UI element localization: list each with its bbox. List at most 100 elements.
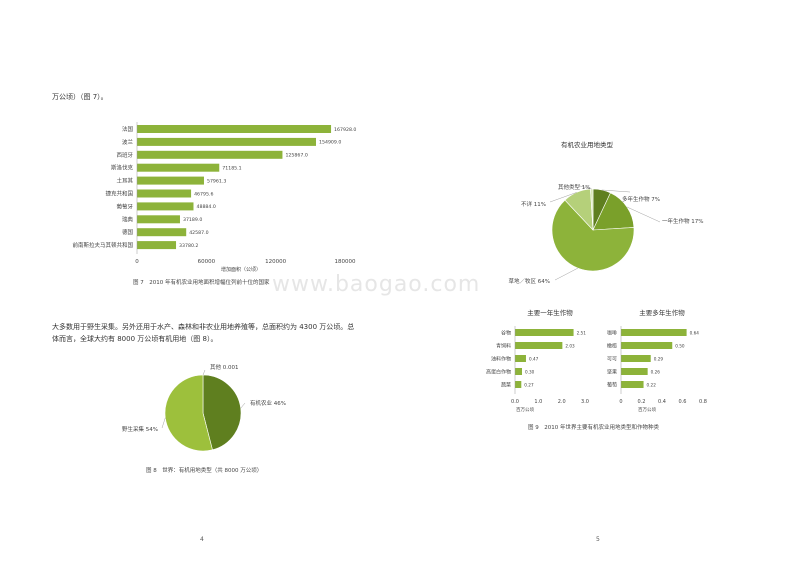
right-page-number: 5 [596, 536, 600, 543]
paragraph-line-1: 大多数用于野生采集。另外还用于水产、森林和非农业用地养殖等，总面积约为 4300… [52, 323, 355, 331]
chart-title: 有机农业用地类型 [561, 140, 614, 149]
x-tick-label: 0.4 [658, 399, 666, 405]
bar-value-label: 0.29 [654, 356, 664, 361]
bar [137, 176, 204, 185]
bar [621, 329, 687, 336]
bar [137, 202, 194, 211]
category-label: 斯洛伐克 [111, 164, 134, 172]
category-label: 土耳其 [116, 177, 133, 185]
category-label: 前南斯拉夫马其顿共和国 [72, 241, 133, 249]
bar [515, 368, 522, 375]
bar [515, 381, 522, 388]
pie-label: 其他类型 1% [558, 183, 590, 191]
x-tick-label: 0 [135, 259, 139, 265]
pie-label: 不详 11% [521, 200, 546, 208]
bar [515, 355, 526, 362]
bar [515, 342, 563, 349]
bar-value-label: 48884.0 [196, 204, 215, 210]
bar [515, 329, 574, 336]
category-label: 德国 [122, 228, 134, 236]
pie-label: 野生采集 54% [122, 425, 158, 433]
fig7-caption: 图 7 2010 年有机农业用地面积增幅位列前十位的国家 [133, 280, 270, 286]
category-label: 捷克共和国 [105, 190, 133, 198]
category-label: 蔬菜 [501, 382, 511, 389]
bar [137, 137, 317, 146]
bar-value-label: 0.30 [525, 369, 535, 374]
bar [621, 342, 673, 349]
bar [137, 125, 332, 133]
paragraph-line-2: 体而言，全球大约有 8000 万公顷有机用地（图 8）。 [52, 335, 218, 343]
bar-value-label: 0.27 [524, 382, 534, 387]
pie-slice [592, 192, 635, 231]
pie-label: 有机农业 46% [250, 399, 286, 407]
bar-value-label: 0.22 [647, 382, 657, 387]
bar-value-label: 154909.0 [319, 140, 341, 146]
bar-value-label: 125867.0 [285, 153, 307, 159]
bar [137, 228, 187, 237]
pie-slice [590, 188, 594, 231]
pie-slice [164, 374, 213, 452]
category-label: 高蛋白作物 [486, 369, 511, 376]
pie-label: 其他 0.001 [210, 363, 239, 371]
category-label: 青饲料 [496, 343, 511, 350]
pie-leader-line [161, 417, 166, 429]
pie-leader-line [549, 192, 577, 203]
category-label: 油料作物 [491, 356, 511, 363]
category-label: 法国 [122, 125, 134, 133]
category-label: 波兰 [122, 138, 134, 146]
bar-value-label: 0.50 [675, 343, 685, 348]
bar-value-label: 2.51 [577, 330, 587, 335]
x-tick-label: 120000 [265, 259, 286, 265]
intro-text: 万公顷）（图 7）。 [52, 93, 108, 101]
chart-title: 主要一年生作物 [527, 308, 573, 317]
x-tick-label: 0.8 [699, 399, 707, 405]
bar-value-label: 42587.0 [189, 230, 208, 236]
fig8-caption: 图 8 世界：有机用地类型（共 8000 万公顷） [146, 468, 263, 474]
bar-value-label: 0.26 [651, 369, 661, 374]
bar [137, 189, 192, 198]
x-tick-label: 0.0 [511, 399, 519, 405]
category-label: 葡萄 [607, 382, 617, 389]
pie-leader-line [626, 206, 661, 223]
pie-leader-line [202, 369, 206, 376]
pie-slice [551, 199, 635, 272]
bar [621, 368, 648, 375]
bar [137, 215, 180, 224]
x-axis-label: 增加面积（公顷） [221, 266, 261, 273]
category-label: 坚果 [607, 369, 617, 376]
bar-value-label: 46795.6 [194, 191, 213, 197]
bar-value-label: 57961.3 [207, 178, 226, 184]
pie-label: 草地／牧区 64% [509, 277, 550, 285]
bar [137, 241, 177, 250]
x-tick-label: 180000 [335, 259, 356, 265]
bar [137, 163, 220, 172]
category-label: 葡萄牙 [116, 202, 133, 210]
fig9-caption: 图 9 2010 年世界主要有机农业用地类型和作物种类 [528, 425, 659, 431]
bar-value-label: 167928.0 [334, 127, 356, 133]
fig8-chart: 有机农业 46% 野生采集 54% 其他 0.001 [122, 363, 286, 452]
watermark: www.baogao.com [272, 272, 481, 297]
bar-value-label: 2.03 [565, 343, 575, 348]
category-label: 瑞典 [122, 215, 134, 223]
x-tick-label: 0 [619, 399, 622, 405]
pie-leader-line [601, 189, 631, 193]
x-tick-label: 0.6 [679, 399, 687, 405]
bar [137, 150, 283, 159]
bar [621, 381, 644, 388]
bar-value-label: 33780.2 [179, 243, 198, 249]
bar [621, 355, 651, 362]
x-tick-label: 60000 [198, 259, 216, 265]
pie-leader-line [240, 402, 246, 409]
pie-slice [202, 374, 242, 451]
pie-label: 多年生作物 7% [622, 195, 660, 203]
bar-value-label: 37189.0 [183, 217, 202, 223]
bar-value-label: 0.47 [529, 356, 539, 361]
x-tick-label: 2.0 [558, 399, 566, 405]
category-label: 谷物 [501, 330, 511, 337]
left-page-number: 4 [200, 536, 204, 543]
x-tick-label: 1.0 [534, 399, 542, 405]
x-axis-label: 百万公顷 [516, 406, 534, 413]
